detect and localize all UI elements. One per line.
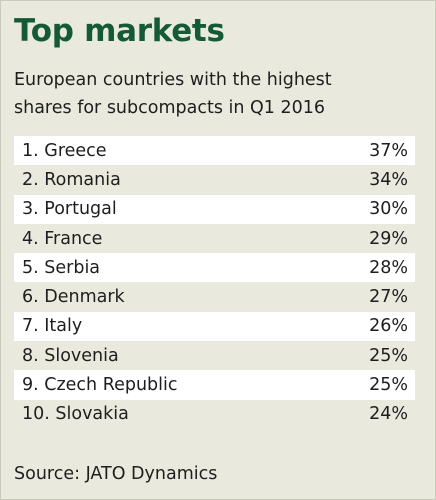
country-label: 10. Slovakia <box>22 404 129 425</box>
country-label: 8. Slovenia <box>22 345 119 366</box>
table-row: 9. Czech Republic 25% <box>14 370 415 400</box>
country-label: 2. Romania <box>22 169 121 190</box>
table-row: 3. Portugal 30% <box>14 194 415 224</box>
share-value: 37% <box>369 140 408 161</box>
chart-title: Top markets <box>14 13 225 49</box>
share-value: 26% <box>369 316 408 337</box>
subtitle-line: European countries with the highest <box>14 70 332 90</box>
table-row: 8. Slovenia 25% <box>14 341 415 370</box>
country-label: 9. Czech Republic <box>22 375 178 396</box>
share-value: 34% <box>369 169 408 190</box>
subtitle-line: shares for subcompacts in Q1 2016 <box>14 98 326 118</box>
chart-subtitle: European countries with the highest shar… <box>14 66 414 122</box>
table-row: 10. Slovakia 24% <box>14 400 415 429</box>
share-value: 25% <box>369 345 408 366</box>
table-row: 4. France 29% <box>14 224 415 253</box>
table-row: 1. Greece 37% <box>14 136 415 166</box>
table-row: 2. Romania 34% <box>14 165 415 194</box>
country-label: 1. Greece <box>22 140 107 161</box>
share-value: 24% <box>369 404 408 425</box>
country-label: 4. France <box>22 228 103 249</box>
country-label: 6. Denmark <box>22 287 125 308</box>
source-note: Source: JATO Dynamics <box>14 464 218 484</box>
share-value: 28% <box>369 257 408 278</box>
share-value: 27% <box>369 287 408 308</box>
table-row: 7. Italy 26% <box>14 311 415 342</box>
share-value: 25% <box>369 375 408 396</box>
share-value: 29% <box>369 228 408 249</box>
table-row: 5. Serbia 28% <box>14 253 415 283</box>
country-label: 5. Serbia <box>22 257 101 278</box>
country-label: 3. Portugal <box>22 199 117 220</box>
share-value: 30% <box>369 199 408 220</box>
country-label: 7. Italy <box>22 316 83 337</box>
table-row: 6. Denmark 27% <box>14 282 415 311</box>
markets-table: 1. Greece 37% 2. Romania 34% 3. Portugal 30% 4… <box>14 136 415 429</box>
